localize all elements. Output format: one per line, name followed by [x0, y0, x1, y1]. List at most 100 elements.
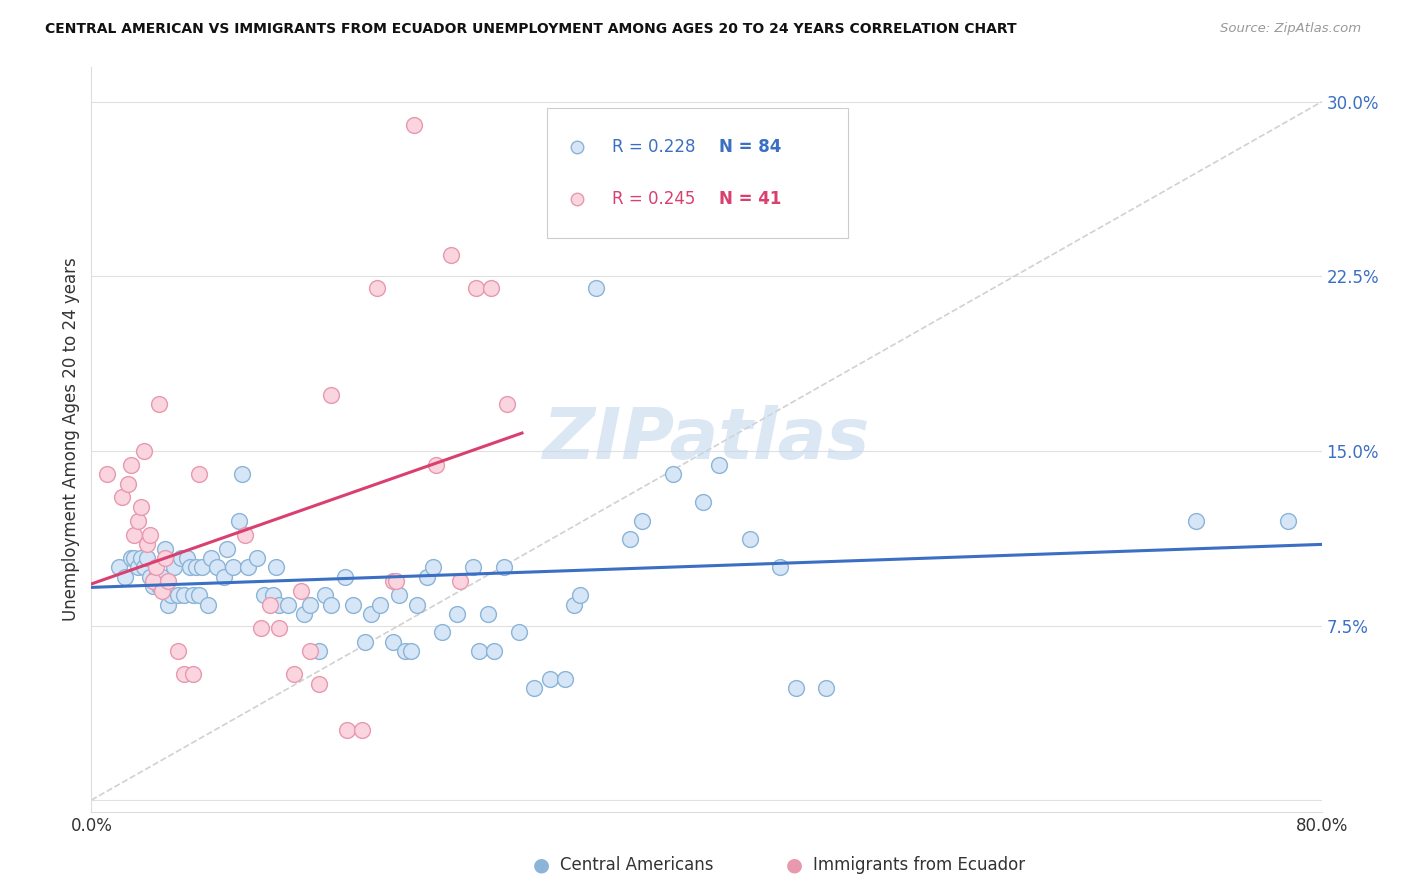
Point: [207, 560, 229, 574]
Text: ZIPatlas: ZIPatlas: [543, 405, 870, 474]
Point: [228, 514, 250, 528]
Point: [135, 551, 157, 566]
Point: [111, 491, 134, 505]
Point: [385, 574, 408, 589]
Point: [173, 667, 195, 681]
Point: [191, 560, 214, 574]
Point: [222, 560, 245, 574]
Point: [231, 467, 253, 482]
Point: [464, 281, 486, 295]
Point: [200, 551, 222, 566]
Point: [600, 188, 623, 202]
Point: [406, 598, 429, 612]
Point: [394, 644, 416, 658]
Point: [139, 569, 162, 583]
Point: [1277, 514, 1299, 528]
Text: ●: ●: [786, 855, 803, 875]
Point: [495, 397, 517, 411]
Point: [399, 644, 422, 658]
Point: [188, 467, 211, 482]
Point: [253, 588, 276, 602]
Point: [298, 644, 321, 658]
Point: [129, 500, 152, 514]
Point: [181, 667, 204, 681]
Point: [264, 560, 287, 574]
Point: [569, 588, 592, 602]
Point: [283, 667, 305, 681]
Point: [132, 444, 155, 458]
Point: [360, 607, 382, 621]
Point: [631, 514, 654, 528]
Point: [336, 723, 359, 738]
Point: [446, 607, 468, 621]
Point: [166, 588, 188, 602]
Point: [259, 598, 281, 612]
Point: [707, 458, 730, 472]
Point: [333, 569, 356, 583]
Point: [120, 458, 142, 472]
Point: [148, 579, 170, 593]
Point: [157, 574, 180, 589]
Point: [127, 514, 149, 528]
Point: [233, 527, 256, 541]
Point: [354, 635, 377, 649]
Point: [785, 681, 807, 696]
Point: [246, 551, 269, 566]
Point: [308, 676, 330, 690]
Point: [117, 476, 139, 491]
Point: [135, 537, 157, 551]
Point: [366, 281, 388, 295]
Point: [292, 607, 315, 621]
FancyBboxPatch shape: [547, 108, 848, 238]
Point: [142, 579, 165, 593]
Point: [314, 588, 336, 602]
Point: [388, 588, 411, 602]
Point: [176, 551, 198, 566]
Point: [815, 681, 838, 696]
Point: [738, 533, 761, 547]
Point: [523, 681, 546, 696]
Point: [585, 281, 607, 295]
Point: [492, 560, 515, 574]
Text: ●: ●: [533, 855, 550, 875]
Point: [150, 569, 173, 583]
Text: CENTRAL AMERICAN VS IMMIGRANTS FROM ECUADOR UNEMPLOYMENT AMONG AGES 20 TO 24 YEA: CENTRAL AMERICAN VS IMMIGRANTS FROM ECUA…: [45, 22, 1017, 37]
Point: [661, 467, 683, 482]
Point: [415, 569, 437, 583]
Point: [188, 588, 211, 602]
Point: [173, 588, 195, 602]
Point: [124, 527, 146, 541]
Point: [163, 560, 186, 574]
Point: [249, 621, 271, 635]
Point: [145, 569, 167, 583]
Point: [449, 574, 471, 589]
Point: [132, 560, 155, 574]
Point: [142, 574, 165, 589]
Text: R = 0.245: R = 0.245: [612, 190, 695, 208]
Point: [145, 560, 167, 574]
Point: [166, 644, 188, 658]
Point: [153, 541, 177, 556]
Point: [139, 527, 162, 541]
Point: [321, 598, 343, 612]
Point: [308, 644, 330, 658]
Point: [150, 583, 173, 598]
Point: [321, 388, 343, 402]
Point: [430, 625, 453, 640]
Point: [96, 467, 118, 482]
Point: [197, 598, 219, 612]
Point: [215, 541, 238, 556]
Point: [554, 672, 576, 686]
Point: [267, 621, 290, 635]
Point: [129, 551, 152, 566]
Point: [619, 533, 641, 547]
Point: [404, 118, 426, 132]
Point: [212, 569, 235, 583]
Point: [484, 644, 506, 658]
Point: [114, 569, 136, 583]
Point: [769, 560, 792, 574]
Point: [290, 583, 312, 598]
Point: [381, 635, 404, 649]
Point: [370, 598, 392, 612]
Text: N = 84: N = 84: [718, 138, 782, 156]
